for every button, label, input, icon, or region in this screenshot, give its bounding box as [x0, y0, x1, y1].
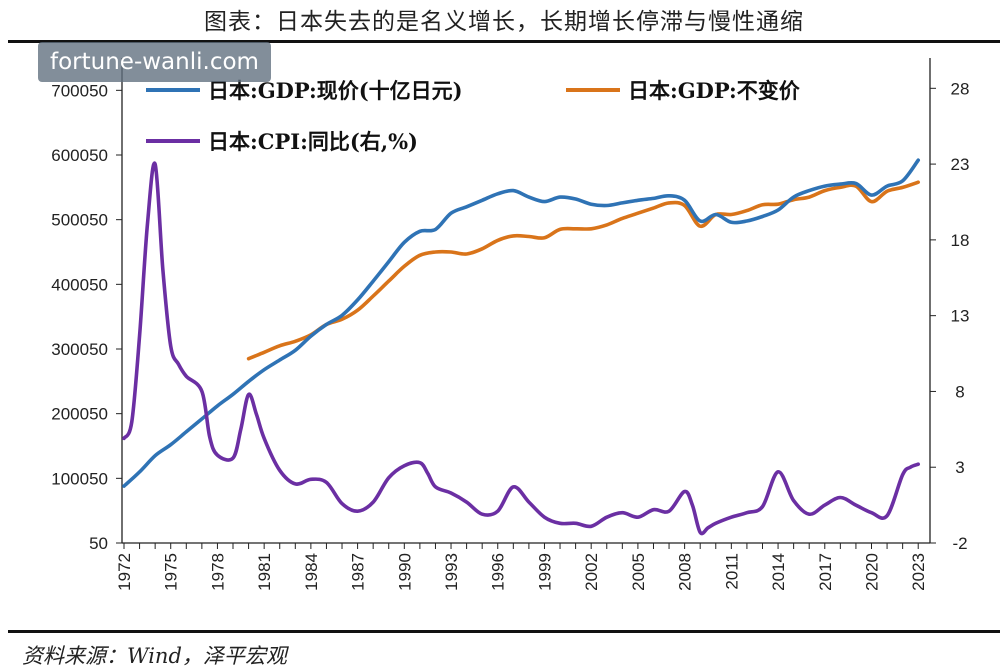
y-left-tick-label: 700050 — [51, 81, 108, 100]
x-tick-label: 1987 — [349, 553, 368, 591]
y-left-tick-label: 200050 — [51, 405, 108, 424]
x-tick-label: 1999 — [535, 553, 554, 591]
y-right-tick-label: 8 — [955, 382, 964, 401]
top-rule — [8, 40, 1000, 43]
series-group — [122, 158, 920, 536]
axes: 50 100050 200050 300050 400050 500050 600050 70… — [51, 58, 969, 591]
y-right-tick-label: 3 — [955, 458, 964, 477]
source-note: 资料来源：Wind，泽平宏观 — [22, 644, 287, 668]
y-right-tick-label: 13 — [951, 307, 970, 326]
legend-label-cpi: 日本:CPI:同比(右,%) — [208, 129, 418, 154]
y-left-tick-label: 300050 — [51, 340, 108, 359]
x-tick-label: 1972 — [115, 553, 134, 591]
x-tick-label: 2020 — [862, 553, 881, 591]
y-right-tick-label: -2 — [952, 534, 967, 553]
chart: 50 100050 200050 300050 400050 500050 600050 70… — [51, 58, 969, 591]
legend-label-nominal: 日本:GDP:现价(十亿日元) — [208, 78, 463, 103]
y-left-tick-label: 50 — [89, 534, 108, 553]
x-tick-label: 2002 — [582, 553, 601, 591]
y-left-tick-label: 500050 — [51, 211, 108, 230]
x-tick-label: 2008 — [676, 553, 695, 591]
x-tick-label: 1975 — [162, 553, 181, 591]
x-tick-label: 1978 — [208, 553, 227, 591]
x-tick-label: 2005 — [629, 553, 648, 591]
x-tick-label: 2017 — [816, 553, 835, 591]
y-left-tick-label: 100050 — [51, 469, 108, 488]
y-right-tick-label: 28 — [951, 79, 970, 98]
x-tick-label: 1996 — [489, 553, 508, 591]
y-left-tick-label: 400050 — [51, 275, 108, 294]
x-tick-label: 1990 — [395, 553, 414, 591]
chart-title: 图表：日本失去的是名义增长，长期增长停滞与慢性通缩 — [204, 9, 804, 35]
bottom-rule — [8, 630, 1000, 633]
watermark: fortune-wanli.com — [38, 42, 271, 82]
x-tick-label: 1993 — [442, 553, 461, 591]
series-line-cpi — [122, 161, 920, 536]
y-right-tick-label: 23 — [951, 155, 970, 174]
x-tick-label: 1981 — [255, 553, 274, 591]
x-tick-label: 1984 — [302, 553, 321, 591]
y-left-tick-label: 600050 — [51, 146, 108, 165]
x-tick-label: 2014 — [769, 553, 788, 591]
legend-label-real: 日本:GDP:不变价 — [628, 78, 801, 103]
legend: 日本:GDP:现价(十亿日元) 日本:GDP:不变价 日本:CPI:同比(右,%… — [146, 78, 801, 154]
x-tick-label: 2011 — [722, 553, 741, 590]
series-line-nominal — [122, 158, 920, 488]
y-right-tick-label: 18 — [951, 231, 970, 250]
series-line-real — [246, 180, 920, 361]
x-tick-label: 2023 — [909, 553, 928, 591]
